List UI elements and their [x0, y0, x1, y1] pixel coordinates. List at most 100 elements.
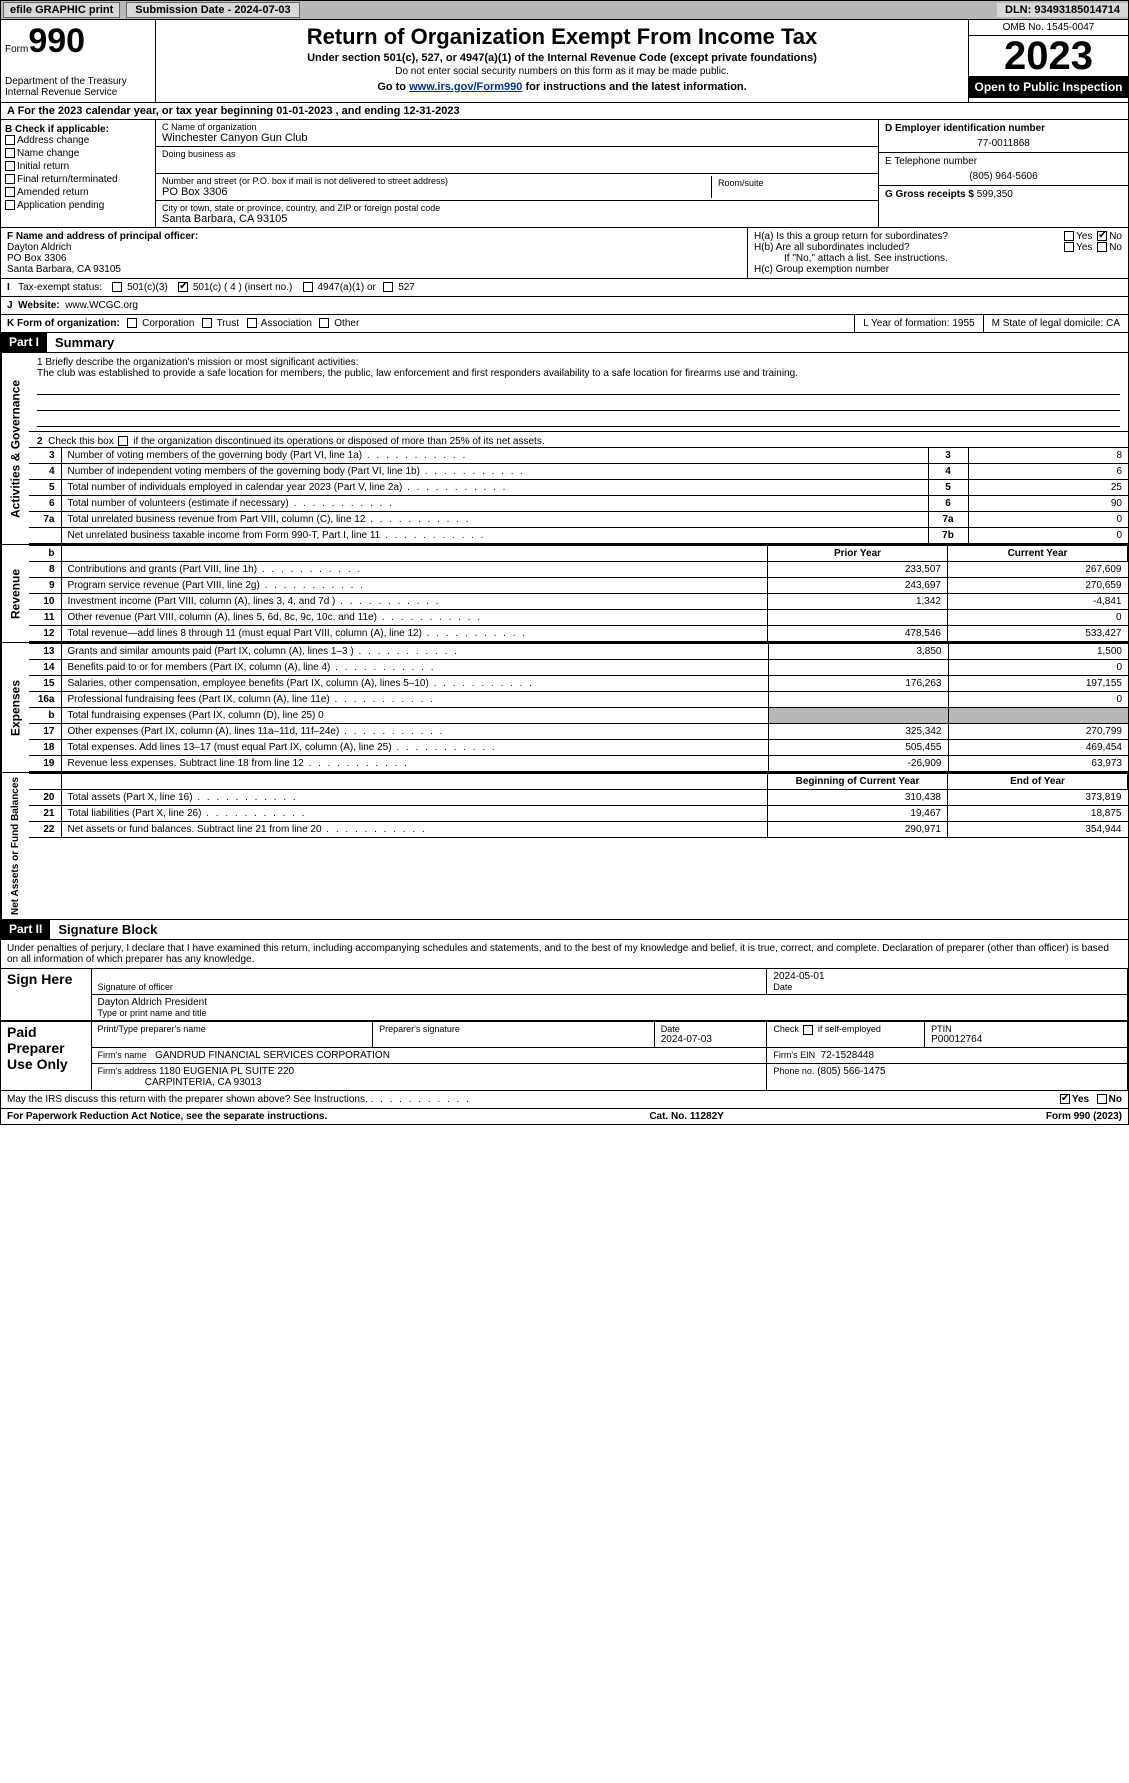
side-expenses: Expenses — [1, 643, 29, 772]
dba-label: Doing business as — [162, 149, 872, 159]
part1-title: Summary — [47, 333, 122, 352]
part1-header: Part I Summary — [0, 333, 1129, 353]
cb-discontinued[interactable] — [118, 436, 128, 446]
goto-pre: Go to — [377, 81, 409, 93]
gross-label: G Gross receipts $ — [885, 189, 974, 200]
lab-final: Final return/terminated — [17, 174, 118, 185]
city-value: Santa Barbara, CA 93105 — [162, 213, 872, 225]
section-bcd: B Check if applicable: Address change Na… — [0, 120, 1129, 228]
prep-self-label: Check if self-employed — [773, 1024, 918, 1035]
ein-value: 77-0011868 — [885, 138, 1122, 149]
officer-addr2: Santa Barbara, CA 93105 — [7, 264, 121, 275]
prep-sig-label: Preparer's signature — [379, 1024, 648, 1034]
k-label: K Form of organization: — [7, 318, 120, 329]
ptin-value: P00012764 — [931, 1034, 1121, 1045]
sig-officer-label: Signature of officer — [98, 982, 761, 992]
efile-button[interactable]: efile GRAPHIC print — [3, 2, 120, 18]
irs-discuss-text: May the IRS discuss this return with the… — [7, 1094, 368, 1105]
header-left: Form990 Department of the Treasury Inter… — [1, 20, 156, 102]
firm-name: GANDRUD FINANCIAL SERVICES CORPORATION — [155, 1050, 390, 1061]
side-gov: Activities & Governance — [1, 353, 29, 544]
cb-527[interactable] — [383, 282, 393, 292]
room-label: Room/suite — [718, 178, 866, 188]
row-i: I Tax-exempt status: 501(c)(3) 501(c) ( … — [0, 279, 1129, 297]
org-name-label: C Name of organization — [162, 122, 872, 132]
footer-right: Form 990 (2023) — [1046, 1111, 1122, 1122]
box-b-title: B Check if applicable: — [5, 124, 151, 135]
prep-date-label: Date — [661, 1024, 761, 1034]
lab-name-change: Name change — [17, 148, 79, 159]
cb-name-change[interactable] — [5, 148, 15, 158]
lab-pending: Application pending — [17, 200, 104, 211]
ha-no[interactable] — [1097, 231, 1107, 241]
preparer-side: Paid Preparer Use Only — [1, 1022, 91, 1091]
cb-self-employed[interactable] — [803, 1025, 813, 1035]
footer: For Paperwork Reduction Act Notice, see … — [0, 1109, 1129, 1125]
open-inspection: Open to Public Inspection — [969, 76, 1128, 98]
lab-4947: 4947(a)(1) or — [317, 282, 375, 293]
submission-date: Submission Date - 2024-07-03 — [126, 2, 299, 18]
ha-yes[interactable] — [1064, 231, 1074, 241]
hb-no[interactable] — [1097, 242, 1107, 252]
goto-post: for instructions and the latest informat… — [522, 81, 746, 93]
row-j: J Website: www.WCGC.org — [0, 297, 1129, 315]
cb-address-change[interactable] — [5, 135, 15, 145]
cb-initial[interactable] — [5, 161, 15, 171]
cb-trust[interactable] — [202, 318, 212, 328]
cb-501c3[interactable] — [112, 282, 122, 292]
cb-other[interactable] — [319, 318, 329, 328]
phone-label: E Telephone number — [885, 156, 1122, 167]
tax-year: 2023 — [969, 36, 1128, 76]
dept-label: Department of the Treasury Internal Reve… — [5, 76, 151, 98]
signature-block: Under penalties of perjury, I declare th… — [0, 940, 1129, 1109]
row-k: K Form of organization: Corporation Trus… — [0, 315, 1129, 333]
discuss-no[interactable] — [1097, 1094, 1107, 1104]
cb-pending[interactable] — [5, 200, 15, 210]
footer-left: For Paperwork Reduction Act Notice, see … — [7, 1111, 327, 1122]
cb-assoc[interactable] — [247, 318, 257, 328]
side-netassets: Net Assets or Fund Balances — [1, 773, 29, 919]
form-title: Return of Organization Exempt From Incom… — [162, 24, 962, 50]
officer-print-name: Dayton Aldrich President — [98, 997, 1122, 1008]
discuss-yes[interactable] — [1060, 1094, 1070, 1104]
part2-num: Part II — [1, 920, 50, 939]
row-fh: F Name and address of principal officer:… — [0, 228, 1129, 279]
lab-amended: Amended return — [17, 187, 89, 198]
top-bar: efile GRAPHIC print Submission Date - 20… — [0, 0, 1129, 20]
lab-trust: Trust — [217, 318, 239, 329]
ein-label: D Employer identification number — [885, 123, 1122, 134]
state-domicile: M State of legal domicile: CA — [983, 315, 1128, 332]
part2-header: Part II Signature Block — [0, 920, 1129, 940]
officer-print-label: Type or print name and title — [98, 1008, 1122, 1018]
hb-yes[interactable] — [1064, 242, 1074, 252]
gov-table: 3Number of voting members of the governi… — [29, 447, 1128, 544]
lab-other: Other — [334, 318, 359, 329]
box-c: C Name of organizationWinchester Canyon … — [156, 120, 878, 227]
cb-amended[interactable] — [5, 187, 15, 197]
sign-here-label: Sign Here — [1, 969, 91, 1021]
phone-value: (805) 964-5606 — [885, 171, 1122, 182]
lab-address-change: Address change — [17, 135, 89, 146]
mission-text: The club was established to provide a sa… — [37, 368, 1120, 379]
sign-here-table: Sign Here Signature of officer 2024-05-0… — [1, 968, 1128, 1021]
hb-yes-lab: Yes — [1076, 242, 1092, 253]
row-a: A For the 2023 calendar year, or tax yea… — [0, 103, 1129, 120]
mission-block: 1 Briefly describe the organization's mi… — [29, 353, 1128, 432]
sig-date-label: Date — [773, 982, 1121, 992]
cb-4947[interactable] — [303, 282, 313, 292]
lab-assoc: Association — [261, 318, 312, 329]
subtitle-2: Do not enter social security numbers on … — [162, 66, 962, 77]
cb-corp[interactable] — [127, 318, 137, 328]
irs-link[interactable]: www.irs.gov/Form990 — [409, 81, 522, 93]
cb-501c[interactable] — [178, 282, 188, 292]
cb-final[interactable] — [5, 174, 15, 184]
j-label: J — [7, 300, 13, 311]
website-label: Website: — [18, 300, 60, 311]
mission-label: 1 Briefly describe the organization's mi… — [37, 357, 1120, 368]
ha-yes-lab: Yes — [1076, 231, 1092, 242]
header-right: OMB No. 1545-0047 2023 Open to Public In… — [968, 20, 1128, 102]
firm-addr2: CARPINTERIA, CA 93013 — [145, 1077, 262, 1088]
sig-date: 2024-05-01 — [773, 971, 1121, 982]
tax-status-label: Tax-exempt status: — [18, 282, 102, 293]
irs-discuss-row: May the IRS discuss this return with the… — [1, 1091, 1128, 1108]
